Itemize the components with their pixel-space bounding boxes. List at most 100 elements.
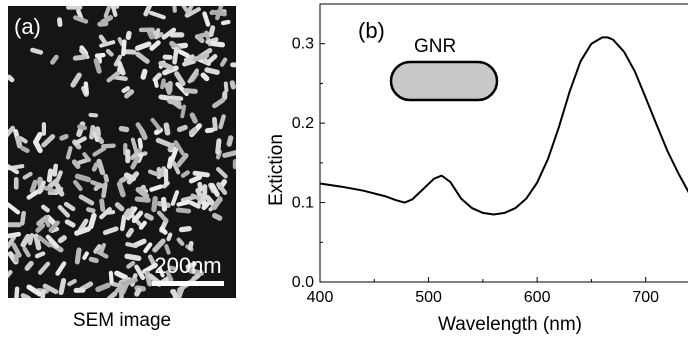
nanorod xyxy=(36,215,50,227)
nanorod xyxy=(156,210,169,223)
nanorod xyxy=(37,261,51,275)
nanorod xyxy=(14,286,20,298)
nanorod xyxy=(37,180,46,195)
spectrum-line xyxy=(319,36,688,216)
nanorod xyxy=(50,54,59,65)
nanorod xyxy=(149,10,166,20)
nanorod xyxy=(114,202,125,212)
nanorod xyxy=(88,112,99,118)
nanorod xyxy=(70,72,82,88)
nanorod xyxy=(99,198,106,212)
nanorod xyxy=(192,53,210,62)
nanorod xyxy=(134,287,142,297)
nanorod xyxy=(65,146,73,160)
nanorod xyxy=(41,122,46,136)
nanorod xyxy=(66,6,83,10)
y-tick-label: 0.2 xyxy=(292,115,314,132)
nanorod xyxy=(8,231,22,239)
nanorod xyxy=(131,210,144,224)
nanorod xyxy=(125,227,134,238)
nanorod xyxy=(88,212,97,230)
nanorod xyxy=(13,253,19,263)
nanorod xyxy=(195,188,205,202)
nanorod xyxy=(180,104,187,119)
nanorod xyxy=(96,158,106,176)
nanorod xyxy=(167,80,173,94)
nanorod xyxy=(118,125,130,133)
y-axis-label: Extiction xyxy=(266,134,287,206)
nanorod xyxy=(130,156,140,170)
nanorod xyxy=(121,39,127,57)
nanorod xyxy=(42,283,59,295)
nanorod xyxy=(177,49,190,58)
nanorod xyxy=(175,207,192,214)
nanorod xyxy=(188,127,198,136)
nanorod xyxy=(149,40,161,51)
nanorod xyxy=(212,97,226,109)
nanorod xyxy=(134,41,152,51)
nanorod xyxy=(232,159,236,170)
nanorod xyxy=(98,34,108,45)
nanorod xyxy=(124,253,142,262)
nanorod xyxy=(191,273,201,282)
nanorod xyxy=(178,226,192,233)
nanorod xyxy=(188,174,203,184)
nanorod xyxy=(143,6,153,17)
nanorod xyxy=(223,81,229,93)
nanorod xyxy=(91,162,99,172)
nanorod xyxy=(8,125,16,141)
nanorod xyxy=(130,137,139,155)
nanorod xyxy=(22,171,33,180)
nanorod xyxy=(215,138,222,155)
nanorod xyxy=(106,291,118,298)
nanorod xyxy=(176,124,188,133)
x-axis-label: Wavelength (nm) xyxy=(438,314,582,335)
nanorod xyxy=(8,270,13,280)
nanorod xyxy=(159,226,168,235)
nanorod xyxy=(176,200,191,207)
nanorod xyxy=(200,72,210,82)
nanorod xyxy=(170,289,179,298)
axis-tick-labels: 400 500 600 700 0.0 0.1 0.2 0.3 xyxy=(292,36,659,306)
nanorod xyxy=(93,244,102,254)
nanorod xyxy=(125,30,132,40)
nanorod xyxy=(29,179,38,194)
nanorod xyxy=(93,182,103,192)
nanorod xyxy=(99,40,116,48)
nanorod xyxy=(54,182,65,197)
nanorod xyxy=(192,170,210,178)
nanorod xyxy=(93,58,102,74)
nanorod xyxy=(39,289,46,298)
nanorod xyxy=(26,188,42,200)
nanorod xyxy=(230,62,236,68)
nanorod xyxy=(138,220,147,230)
nanorod xyxy=(71,159,81,169)
nanorod xyxy=(149,184,163,192)
nanorod xyxy=(181,6,189,13)
nanorod xyxy=(123,208,132,218)
nanorod xyxy=(143,242,153,254)
nanorod xyxy=(74,226,91,236)
nanorod xyxy=(222,149,236,158)
nanorod xyxy=(41,134,56,148)
nanorod xyxy=(47,177,60,189)
nanorod xyxy=(187,68,199,84)
nanorod xyxy=(169,32,185,38)
nanorod xyxy=(105,48,114,57)
nanorod xyxy=(155,137,173,148)
nanorod xyxy=(55,261,67,276)
nanorod xyxy=(95,282,111,293)
gnr-inset-label: GNR xyxy=(414,36,456,57)
nanorod xyxy=(188,200,201,209)
nanorod xyxy=(120,278,138,286)
nanorod xyxy=(41,204,50,213)
scale-bar xyxy=(152,281,224,286)
nanorod xyxy=(209,182,220,197)
nanorod xyxy=(43,218,51,228)
nanorod xyxy=(19,210,27,226)
panel-a-label: (a) xyxy=(14,14,41,39)
nanorod xyxy=(210,9,227,17)
nanorod xyxy=(74,247,82,265)
nanorod xyxy=(137,137,143,149)
nanorod xyxy=(164,244,171,255)
